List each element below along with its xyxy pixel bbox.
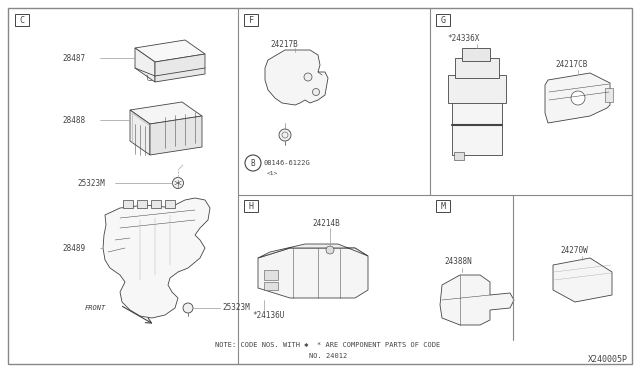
Text: G: G: [440, 16, 445, 25]
Text: *24336X: *24336X: [447, 33, 479, 42]
Text: H: H: [248, 202, 253, 211]
Circle shape: [279, 129, 291, 141]
Text: 24217CB: 24217CB: [555, 60, 588, 68]
Polygon shape: [553, 258, 612, 302]
Polygon shape: [155, 54, 205, 82]
Text: 28488: 28488: [62, 115, 85, 125]
Polygon shape: [130, 102, 202, 124]
Bar: [455, 58, 499, 78]
Bar: [165, 200, 175, 208]
Bar: [605, 88, 613, 102]
Circle shape: [304, 73, 312, 81]
Text: C: C: [19, 16, 24, 25]
Text: 08146-6122G: 08146-6122G: [264, 160, 311, 166]
Text: B: B: [251, 158, 255, 167]
Text: <1>: <1>: [267, 170, 278, 176]
Text: 24214B: 24214B: [312, 218, 340, 228]
Circle shape: [571, 91, 585, 105]
Bar: [448, 75, 506, 103]
Polygon shape: [545, 73, 610, 123]
Polygon shape: [258, 244, 368, 258]
Text: 25323M: 25323M: [77, 179, 105, 187]
Text: F: F: [248, 16, 253, 25]
Bar: [15, 14, 29, 26]
Text: 24388N: 24388N: [444, 257, 472, 266]
Polygon shape: [265, 50, 328, 105]
Text: NOTE: CODE NOS. WITH ✱  * ARE COMPONENT PARTS OF CODE: NOTE: CODE NOS. WITH ✱ * ARE COMPONENT P…: [216, 342, 440, 348]
Bar: [264, 270, 278, 280]
Text: FRONT: FRONT: [85, 305, 106, 311]
Bar: [452, 100, 502, 155]
Polygon shape: [258, 248, 368, 298]
Text: 28489: 28489: [62, 244, 85, 253]
Polygon shape: [135, 40, 205, 62]
Bar: [436, 14, 450, 26]
Bar: [264, 282, 278, 290]
Bar: [123, 200, 133, 208]
Bar: [244, 200, 258, 212]
Polygon shape: [130, 110, 150, 155]
Text: M: M: [440, 202, 445, 211]
Circle shape: [245, 155, 261, 171]
Bar: [244, 14, 258, 26]
Polygon shape: [103, 198, 210, 318]
Circle shape: [326, 246, 334, 254]
Circle shape: [312, 89, 319, 96]
Circle shape: [173, 177, 184, 189]
Bar: [151, 200, 161, 208]
Text: 24217B: 24217B: [270, 39, 298, 48]
Polygon shape: [135, 48, 155, 82]
Bar: [436, 200, 450, 212]
Circle shape: [183, 303, 193, 313]
Text: X240005P: X240005P: [588, 356, 628, 365]
Bar: [454, 152, 464, 160]
Bar: [137, 200, 147, 208]
Text: 28487: 28487: [62, 54, 85, 62]
Polygon shape: [440, 275, 514, 325]
Bar: [462, 48, 490, 61]
Text: 25323M: 25323M: [222, 304, 250, 312]
Text: 24270W: 24270W: [560, 246, 588, 254]
Polygon shape: [150, 116, 202, 155]
Text: *24136U: *24136U: [252, 311, 284, 321]
Text: NO. 24012: NO. 24012: [309, 353, 347, 359]
